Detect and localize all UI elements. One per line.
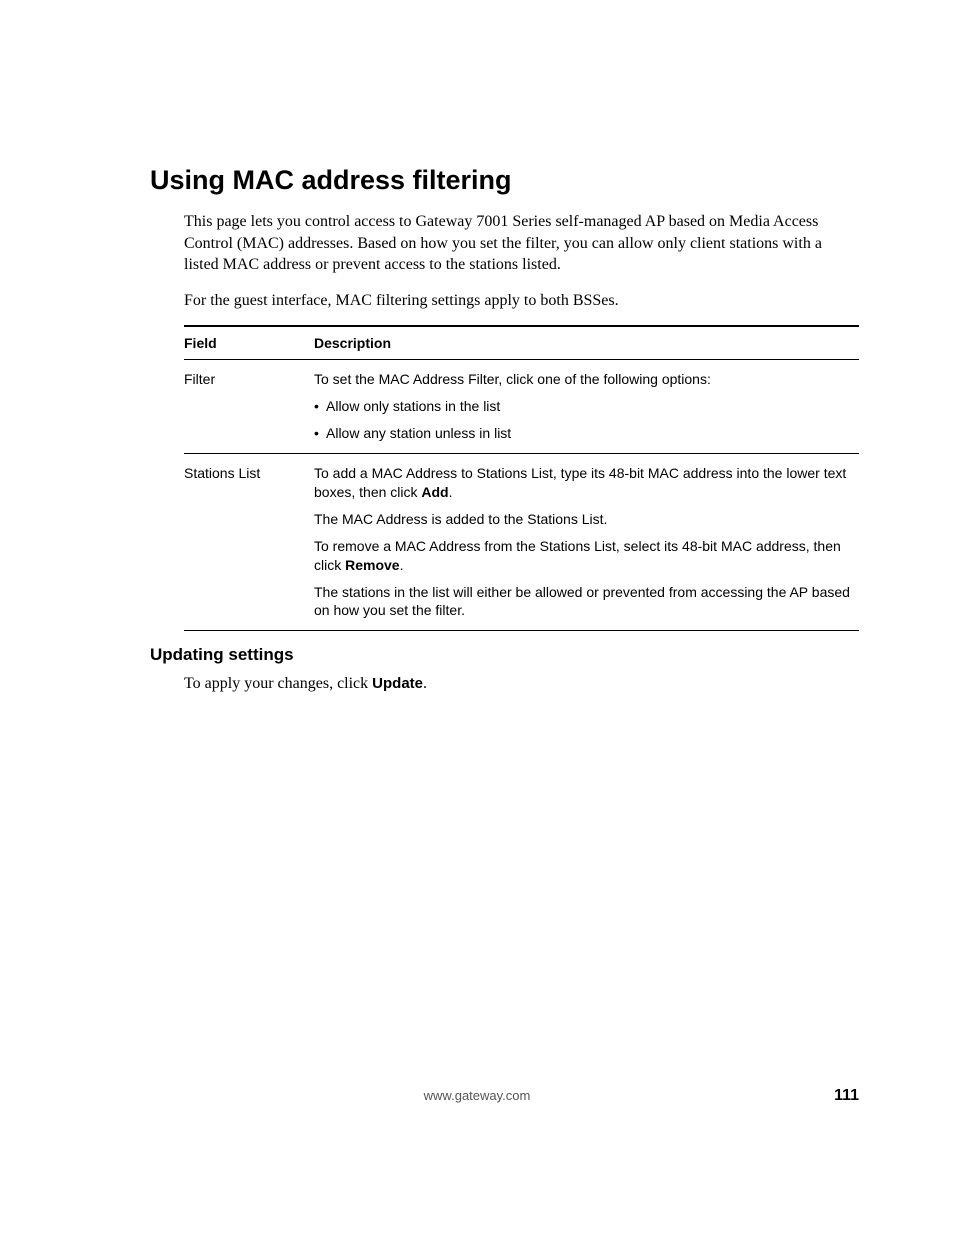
table-row: FilterTo set the MAC Address Filter, cli… bbox=[184, 360, 859, 454]
bold-term: Remove bbox=[345, 557, 399, 573]
page-heading: Using MAC address filtering bbox=[150, 165, 859, 196]
table-cell-description: To add a MAC Address to Stations List, t… bbox=[314, 454, 859, 631]
description-line: The MAC Address is added to the Stations… bbox=[314, 510, 853, 529]
line-text: To add a MAC Address to Stations List, t… bbox=[314, 465, 846, 500]
page-footer: www.gateway.com bbox=[0, 1087, 954, 1105]
table-header-field: Field bbox=[184, 326, 314, 360]
table-header-row: Field Description bbox=[184, 326, 859, 360]
updating-settings-heading: Updating settings bbox=[150, 645, 859, 665]
line-text-post: . bbox=[400, 557, 404, 573]
intro-paragraph-2: For the guest interface, MAC filtering s… bbox=[184, 290, 859, 312]
line-text: To set the MAC Address Filter, click one… bbox=[314, 371, 711, 387]
intro-paragraph-1: This page lets you control access to Gat… bbox=[184, 211, 859, 276]
line-text-post: . bbox=[449, 484, 453, 500]
update-text-pre: To apply your changes, click bbox=[184, 675, 372, 692]
bullet-line: • Allow any station unless in list bbox=[314, 424, 853, 443]
description-line: To add a MAC Address to Stations List, t… bbox=[314, 464, 853, 502]
table-row: Stations ListTo add a MAC Address to Sta… bbox=[184, 454, 859, 631]
bullet-line: • Allow only stations in the list bbox=[314, 397, 853, 416]
line-text: Allow any station unless in list bbox=[326, 425, 511, 441]
table-cell-description: To set the MAC Address Filter, click one… bbox=[314, 360, 859, 454]
description-line: To set the MAC Address Filter, click one… bbox=[314, 370, 853, 389]
line-text: The stations in the list will either be … bbox=[314, 584, 850, 619]
bold-term: Add bbox=[421, 484, 448, 500]
footer-url: www.gateway.com bbox=[424, 1088, 531, 1103]
table-cell-field: Filter bbox=[184, 360, 314, 454]
description-line: To remove a MAC Address from the Station… bbox=[314, 537, 853, 575]
bullet-icon: • bbox=[314, 424, 326, 443]
page-number: 111 bbox=[834, 1087, 859, 1105]
bullet-icon: • bbox=[314, 397, 326, 416]
document-page: Using MAC address filtering This page le… bbox=[0, 0, 954, 1235]
line-text: The MAC Address is added to the Stations… bbox=[314, 511, 607, 527]
updating-settings-paragraph: To apply your changes, click Update. bbox=[184, 673, 859, 695]
description-line: The stations in the list will either be … bbox=[314, 583, 853, 621]
field-description-table: Field Description FilterTo set the MAC A… bbox=[184, 325, 859, 631]
table-cell-field: Stations List bbox=[184, 454, 314, 631]
update-text-post: . bbox=[423, 675, 427, 692]
table-header-description: Description bbox=[314, 326, 859, 360]
update-button-label: Update bbox=[372, 675, 423, 692]
line-text: Allow only stations in the list bbox=[326, 398, 500, 414]
